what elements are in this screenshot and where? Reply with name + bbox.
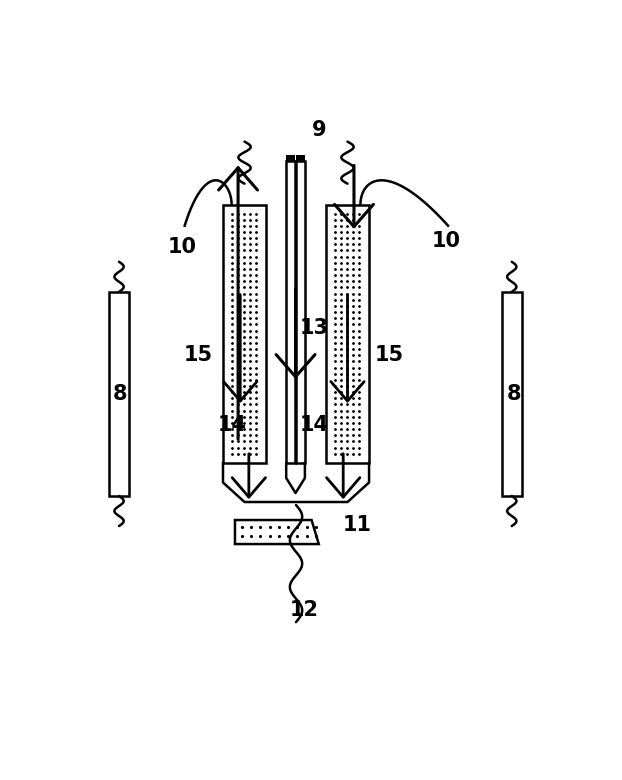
Text: 15: 15 bbox=[375, 345, 404, 365]
Bar bbox=[286, 155, 295, 161]
Text: 10: 10 bbox=[168, 237, 197, 257]
Text: 14: 14 bbox=[299, 415, 328, 435]
Text: 10: 10 bbox=[431, 231, 460, 250]
Text: 8: 8 bbox=[113, 384, 128, 404]
Bar bbox=[286, 161, 295, 463]
Bar bbox=[296, 161, 305, 463]
Bar bbox=[296, 155, 305, 161]
Text: 12: 12 bbox=[290, 600, 319, 620]
Bar bbox=[223, 204, 266, 463]
Text: 14: 14 bbox=[218, 415, 247, 435]
Text: 9: 9 bbox=[312, 119, 326, 140]
Text: 11: 11 bbox=[343, 515, 371, 535]
Text: 15: 15 bbox=[183, 345, 213, 365]
Bar bbox=[326, 204, 369, 463]
Text: 8: 8 bbox=[507, 384, 521, 404]
Bar bbox=[109, 292, 129, 496]
Polygon shape bbox=[235, 520, 318, 544]
Text: 13: 13 bbox=[299, 317, 328, 338]
Bar bbox=[502, 292, 522, 496]
